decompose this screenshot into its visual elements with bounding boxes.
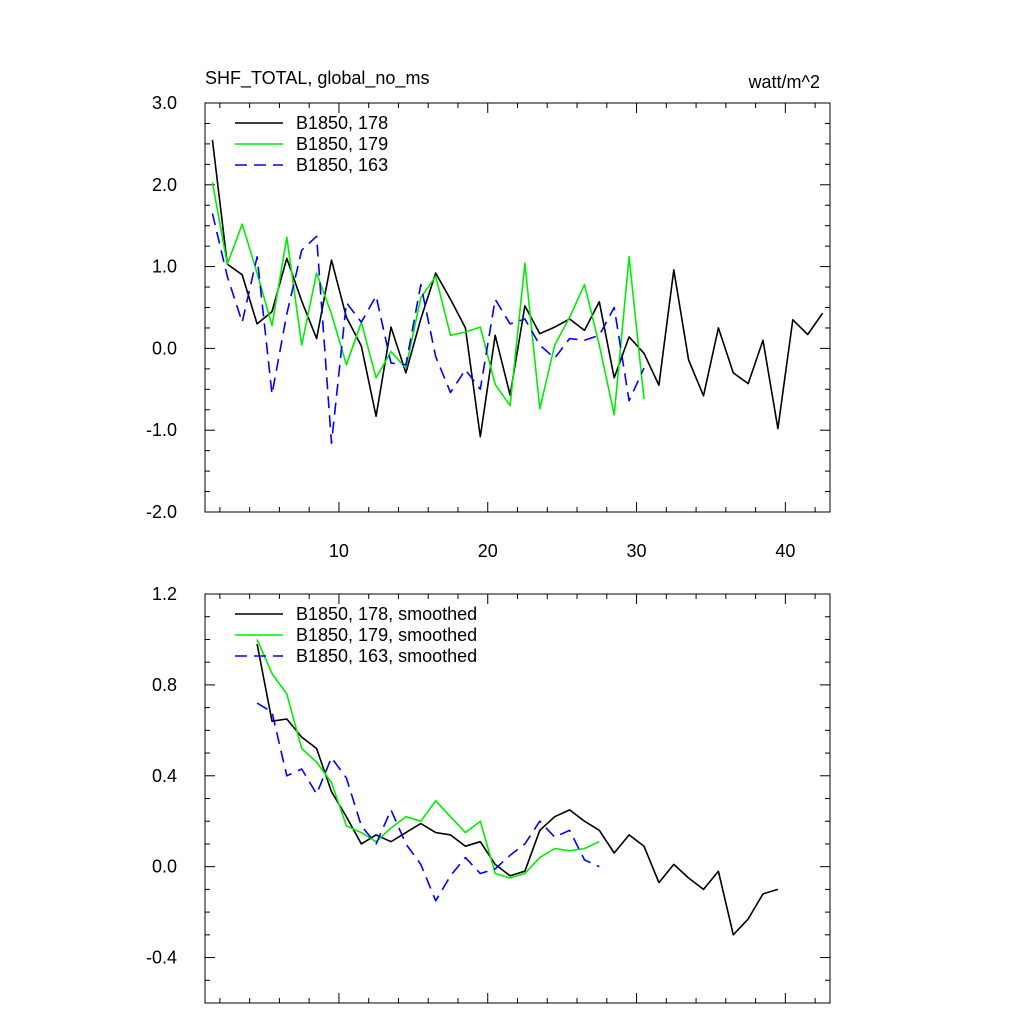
series-line-0	[211, 139, 824, 438]
series-line-1	[256, 639, 600, 879]
y-tick-label: -2.0	[146, 502, 177, 522]
x-tick-label: 10	[329, 541, 349, 561]
series-line-0	[256, 643, 779, 936]
y-tick-label: 0.8	[152, 675, 177, 695]
y-tick-label: 1.0	[152, 257, 177, 277]
legend-label-0: B1850, 178, smoothed	[296, 604, 477, 624]
y-tick-label: 1.2	[152, 584, 177, 604]
legend-label-2: B1850, 163	[296, 155, 388, 175]
legend-label-1: B1850, 179, smoothed	[296, 625, 477, 645]
y-tick-label: -0.4	[146, 948, 177, 968]
chart-title: SHF_TOTAL, global_no_ms	[205, 68, 429, 89]
y-tick-label: -1.0	[146, 420, 177, 440]
y-tick-label: 3.0	[152, 93, 177, 113]
x-tick-label: 30	[627, 541, 647, 561]
series-line-1	[211, 182, 645, 416]
x-tick-label: 40	[775, 541, 795, 561]
legend-label-2: B1850, 163, smoothed	[296, 646, 477, 666]
series-line-2	[211, 213, 645, 445]
legend-label-1: B1850, 179	[296, 134, 388, 154]
y-tick-label: 0.0	[152, 338, 177, 358]
series-line-2	[256, 702, 600, 902]
y-tick-label: 0.0	[152, 857, 177, 877]
y-tick-label: 2.0	[152, 175, 177, 195]
legend-label-0: B1850, 178	[296, 113, 388, 133]
units-label: watt/m^2	[748, 72, 820, 92]
x-tick-label: 20	[478, 541, 498, 561]
y-tick-label: 0.4	[152, 766, 177, 786]
